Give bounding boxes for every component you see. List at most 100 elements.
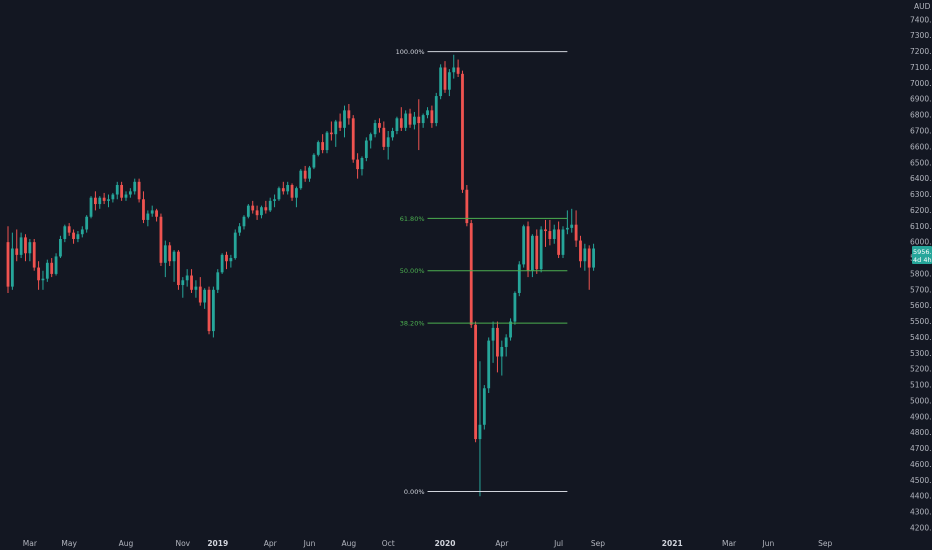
candle [290,183,294,201]
candle [277,186,281,201]
candle [421,113,425,128]
candle [386,131,390,160]
price-tick-label: 4300.0 [910,508,932,517]
fibonacci-retracement[interactable]: 100.00% 61.80% 50.00% 38.20% 0.00% [396,48,568,496]
candle [308,165,311,182]
candle [565,210,569,235]
candle [552,224,556,244]
candle-body [19,237,23,255]
candle-body [146,213,150,220]
candle [404,110,408,131]
candle-body [229,258,233,262]
price-tick-label: 7300.0 [910,31,932,40]
candle [211,286,215,338]
candle-body [207,289,211,332]
candle-body [72,232,75,239]
candle [382,121,386,151]
price-tick-label: 5700.0 [910,285,932,294]
candle-body [517,264,521,293]
fib-level-label: 100.00% [396,48,425,56]
candle [107,194,110,208]
candle [37,261,40,290]
candle-body [338,121,342,128]
price-tick-label: 5200.0 [910,365,932,374]
candle-body [85,216,89,230]
fib-level-label: 50.00% [400,267,425,275]
candle-body [316,142,320,155]
candle-body [107,199,110,201]
candle-body [399,118,403,128]
candle-body [172,251,176,262]
candle [334,119,338,147]
candle-body [360,157,364,170]
candle-body [535,235,539,270]
candle [303,165,307,182]
candle-body [561,229,565,255]
candle [120,181,124,201]
candle [587,245,591,290]
candle-body [150,210,154,214]
current-price-badge: 5956.3 4d 4h [912,246,932,264]
price-tick-label: 5300.0 [910,349,932,358]
candle-body [94,197,97,205]
time-tick-label: Jul [553,539,563,548]
candle [500,340,504,376]
candle-body [159,216,163,263]
candle-body [321,142,325,151]
price-tick-label: 5000.0 [910,396,932,405]
candle-body [63,226,67,239]
candle [439,64,443,100]
candle [220,253,224,274]
time-tick-label: Apr [495,539,509,548]
candle-body [6,242,10,287]
candle-body [478,424,482,440]
candle-body [526,226,530,271]
candle-body [185,275,189,281]
price-tick-label: 5600.0 [910,301,932,310]
candle-body [45,262,49,279]
candle [399,107,403,131]
candle-body [37,267,40,281]
candle-body [404,113,408,128]
candle-body [80,229,84,235]
candle-body [552,229,556,239]
candle-body [583,248,587,262]
candle [155,208,158,222]
candle-body [128,191,132,195]
time-tick-label: Jun [762,539,775,548]
candle-body [181,280,185,286]
candle-body [430,110,434,124]
price-tick-label: 6800.0 [910,111,932,120]
candle [207,286,211,335]
candle-body [168,245,172,262]
candle-body [89,197,93,217]
candle-body [491,327,495,341]
candle [137,178,141,203]
candle-body [461,73,464,190]
candle [491,321,495,363]
candle [395,116,399,135]
candle-body [373,123,377,135]
candle [417,99,421,151]
candle-body [378,123,381,128]
candle [15,229,19,262]
time-axis[interactable]: Mar May Aug Nov 2019 Apr Jun Aug Oct 2020 Apr Jul Se… [23,539,833,548]
candle [434,92,438,127]
candle [203,288,207,309]
candle-body [238,226,242,233]
candle [343,105,346,138]
candle-body [574,224,578,241]
price-axis[interactable]: 4200.0 4300.0 4400.0 4500.0 4600.0 4700.0 4800… [910,15,932,532]
candle-body [54,256,58,274]
candle [133,178,137,195]
candle-body [413,116,416,125]
candle [321,134,325,154]
candle [299,169,303,190]
price-tick-label: 7200.0 [910,47,932,56]
time-tick-label: 2020 [435,539,456,548]
candle [548,219,552,246]
candle [190,269,193,293]
price-tick-label: 6500.0 [910,158,932,167]
candle [59,235,62,259]
